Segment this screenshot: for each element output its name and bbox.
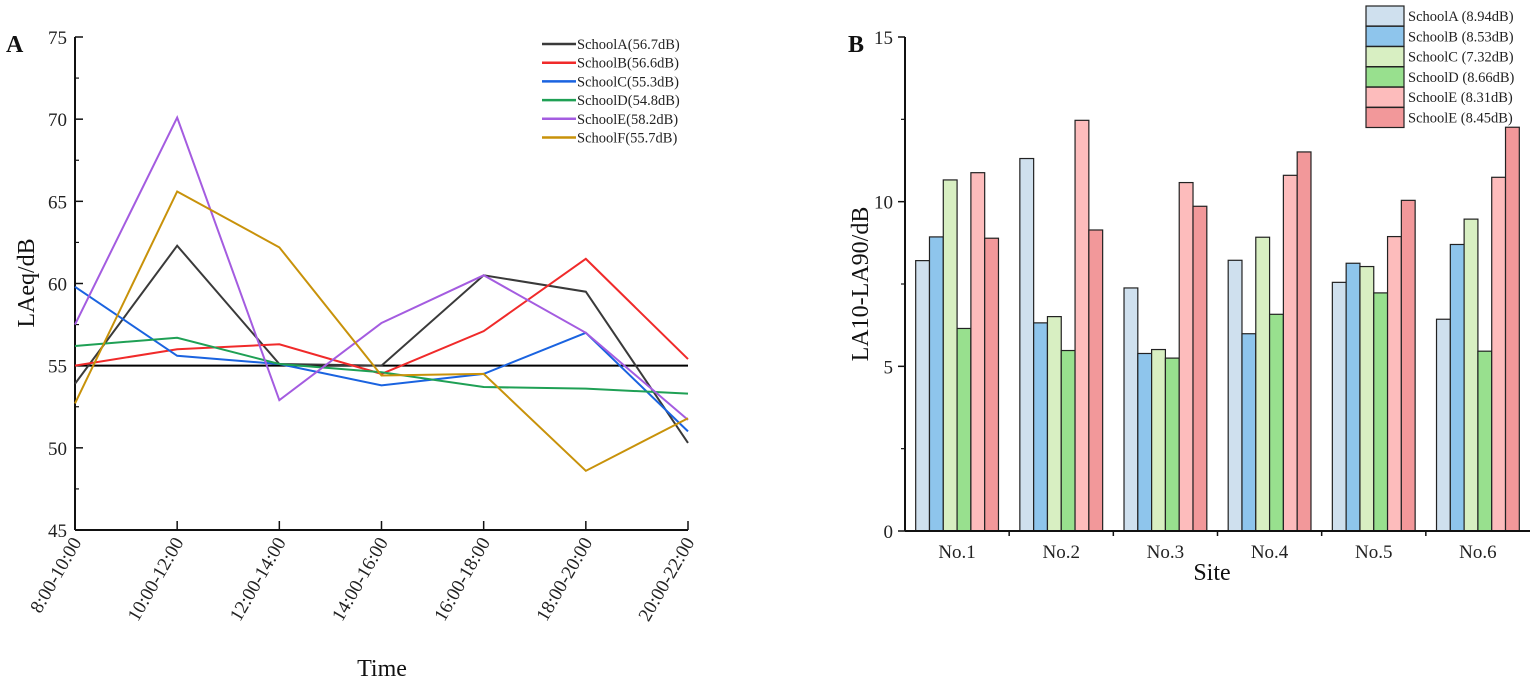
bar-No4-series-1 bbox=[1227, 259, 1243, 532]
legend-swatch-b bbox=[1365, 66, 1405, 88]
bar-No4-series-4 bbox=[1268, 313, 1284, 532]
x-tick-label-a: 20:00-22:00 bbox=[635, 534, 700, 625]
legend-swatch-b bbox=[1365, 5, 1405, 27]
bar-No1-series-4 bbox=[956, 327, 972, 532]
legend-swatch-b bbox=[1365, 106, 1405, 129]
chart-a: A LAeq/dB Time 45 50 55 60 65 70 75 8:00-10:00 1… bbox=[6, 28, 699, 682]
bar-No2-series-6 bbox=[1088, 229, 1104, 532]
panel-label-a: A bbox=[6, 32, 24, 58]
bar-No3-series-4 bbox=[1164, 357, 1180, 532]
bar-No5-series-4 bbox=[1373, 292, 1389, 532]
bar-No6-series-1 bbox=[1435, 318, 1451, 532]
legend-label-b: SchoolC (7.32dB) bbox=[1408, 50, 1514, 66]
y-tick-label-a: 55 bbox=[48, 357, 67, 378]
bar-No3-series-5 bbox=[1178, 181, 1194, 532]
series-line-6 bbox=[74, 190, 689, 473]
y-tick-label-a: 75 bbox=[48, 28, 67, 49]
bar-No2-series-5 bbox=[1074, 119, 1090, 532]
chart-b: B LA10-LA90/dB Site No.1 No.2 No.3 No.4 No.5… bbox=[848, 5, 1530, 586]
y-tick-label-a: 60 bbox=[48, 275, 67, 296]
legend-swatch-b bbox=[1365, 45, 1405, 68]
legend-swatch-b bbox=[1365, 25, 1405, 47]
bar-No5-series-1 bbox=[1331, 281, 1347, 532]
legend-label-a: SchoolA(56.7dB) bbox=[577, 37, 680, 53]
series-line-4 bbox=[74, 336, 689, 395]
x-tick-label-b: No.4 bbox=[1251, 542, 1289, 563]
bar-No4-series-3 bbox=[1255, 236, 1271, 532]
x-tick-label-b: No.2 bbox=[1043, 542, 1080, 563]
x-tick-label-a: 16:00-18:00 bbox=[430, 534, 495, 625]
x-tick-label-b: No.6 bbox=[1459, 542, 1496, 563]
legend-label-b: SchoolE (8.45dB) bbox=[1408, 111, 1513, 127]
bar-No3-series-2 bbox=[1137, 352, 1153, 532]
bar-No3-series-6 bbox=[1192, 205, 1208, 532]
bar-No1-series-5 bbox=[970, 172, 986, 532]
bar-No4-series-2 bbox=[1241, 333, 1257, 532]
x-tick-label-a: 18:00-20:00 bbox=[533, 534, 598, 625]
legend-label-a: SchoolD(54.8dB) bbox=[577, 93, 680, 109]
legend-swatch-b bbox=[1365, 86, 1405, 108]
bar-No2-series-4 bbox=[1060, 349, 1076, 532]
bar-No4-series-6 bbox=[1296, 151, 1312, 532]
y-tick-label-a: 70 bbox=[48, 110, 67, 131]
bar-No6-series-5 bbox=[1491, 176, 1507, 532]
y-tick-label-b: 5 bbox=[884, 357, 894, 378]
y-tick-label-b: 15 bbox=[874, 28, 893, 49]
x-tick-label-b: No.1 bbox=[938, 542, 975, 563]
x-tick-label-a: 14:00-16:00 bbox=[328, 534, 393, 625]
x-axis-label-a: Time bbox=[357, 656, 407, 682]
y-tick-label-a: 50 bbox=[48, 439, 67, 460]
bar-No4-series-5 bbox=[1282, 174, 1298, 532]
legend-label-a: SchoolC(55.3dB) bbox=[577, 74, 679, 90]
bar-No3-series-1 bbox=[1123, 287, 1139, 532]
legend-label-b: SchoolE (8.31dB) bbox=[1408, 90, 1513, 106]
bar-No1-series-2 bbox=[928, 236, 944, 532]
x-axis-label-b: Site bbox=[1193, 560, 1230, 586]
y-tick-label-a: 45 bbox=[48, 521, 67, 542]
series-line-2 bbox=[74, 257, 689, 375]
bar-No5-series-5 bbox=[1386, 235, 1402, 532]
bar-No5-series-2 bbox=[1345, 262, 1361, 532]
x-tick-label-b: No.5 bbox=[1355, 542, 1392, 563]
bar-No3-series-3 bbox=[1151, 348, 1167, 532]
panel-label-b: B bbox=[848, 32, 864, 58]
bar-No2-series-2 bbox=[1033, 322, 1049, 532]
bar-No5-series-3 bbox=[1359, 265, 1375, 532]
legend-label-a: SchoolF(55.7dB) bbox=[577, 131, 677, 147]
bar-No1-series-1 bbox=[915, 260, 931, 532]
bar-No6-series-4 bbox=[1477, 350, 1493, 532]
bar-No6-series-3 bbox=[1463, 218, 1479, 532]
legend-label-b: SchoolB (8.53dB) bbox=[1408, 29, 1514, 45]
bar-No2-series-1 bbox=[1019, 157, 1035, 532]
legend-label-b: SchoolD (8.66dB) bbox=[1408, 70, 1515, 86]
x-tick-label-a: 8:00-10:00 bbox=[26, 534, 86, 617]
y-tick-label-b: 10 bbox=[874, 193, 893, 214]
y-tick-label-b: 0 bbox=[884, 522, 894, 543]
bar-No2-series-3 bbox=[1046, 316, 1062, 532]
series-line-1 bbox=[74, 244, 689, 444]
bar-No5-series-6 bbox=[1400, 199, 1416, 532]
legend-label-b: SchoolA (8.94dB) bbox=[1408, 9, 1514, 25]
bar-No1-series-6 bbox=[984, 237, 1000, 532]
y-tick-label-a: 65 bbox=[48, 192, 67, 213]
series-line-5 bbox=[74, 114, 689, 421]
bar-No6-series-6 bbox=[1504, 126, 1520, 532]
legend-label-a: SchoolE(58.2dB) bbox=[577, 112, 678, 128]
bar-No1-series-3 bbox=[942, 179, 958, 532]
x-tick-label-a: 10:00-12:00 bbox=[124, 534, 189, 625]
y-axis-label-a: LAeq/dB bbox=[14, 238, 40, 327]
x-tick-label-b: No.3 bbox=[1147, 542, 1184, 563]
bar-No6-series-2 bbox=[1449, 243, 1465, 532]
legend-label-a: SchoolB(56.6dB) bbox=[577, 56, 679, 72]
x-tick-label-a: 12:00-14:00 bbox=[226, 534, 291, 625]
y-axis-label-b: LA10-LA90/dB bbox=[848, 207, 874, 362]
